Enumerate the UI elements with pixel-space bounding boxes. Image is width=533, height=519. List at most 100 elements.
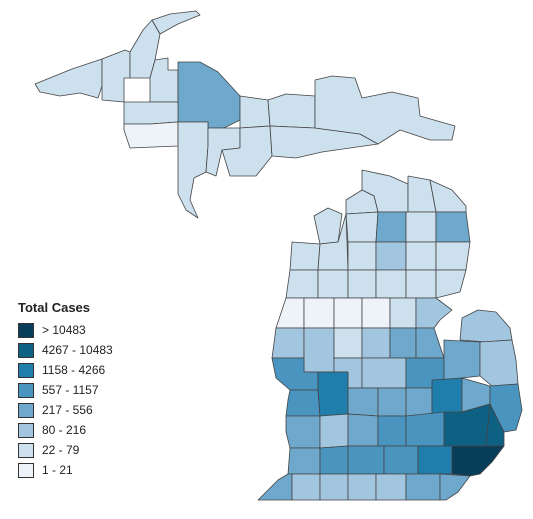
county-midland[interactable] bbox=[389, 327, 417, 359]
legend-swatch bbox=[18, 442, 34, 458]
county-houghton[interactable] bbox=[129, 19, 161, 79]
legend-label: 4267 - 10483 bbox=[42, 343, 113, 357]
county-barry[interactable] bbox=[319, 413, 349, 449]
county-gratiot[interactable] bbox=[361, 357, 407, 389]
county-eaton[interactable] bbox=[347, 413, 379, 447]
county-sanilac[interactable] bbox=[479, 339, 519, 387]
county-clare[interactable] bbox=[361, 297, 391, 329]
county-cass[interactable] bbox=[291, 473, 321, 501]
county-calhoun[interactable] bbox=[347, 445, 385, 475]
legend-swatch bbox=[18, 342, 34, 358]
legend-swatch bbox=[18, 402, 34, 418]
county-arenac[interactable] bbox=[415, 297, 453, 329]
legend-item: 1 - 21 bbox=[18, 461, 113, 479]
county-benzie[interactable] bbox=[289, 241, 321, 271]
legend-swatch bbox=[18, 462, 34, 478]
county-menominee[interactable] bbox=[177, 121, 209, 219]
legend-label: > 10483 bbox=[42, 323, 86, 337]
legend-item: 1158 - 4266 bbox=[18, 361, 113, 379]
county-berrien[interactable] bbox=[257, 473, 293, 501]
county-kalkaska[interactable] bbox=[347, 241, 377, 271]
county-crawford[interactable] bbox=[375, 241, 407, 271]
county-mecosta[interactable] bbox=[333, 327, 363, 359]
county-gogebic[interactable] bbox=[34, 58, 103, 99]
county-ionia[interactable] bbox=[347, 387, 379, 417]
legend-title: Total Cases bbox=[18, 300, 91, 315]
county-missaukee[interactable] bbox=[347, 269, 377, 299]
county-jackson[interactable] bbox=[383, 445, 419, 475]
county-hillsdale[interactable] bbox=[375, 473, 407, 501]
county-ottawa[interactable] bbox=[285, 389, 321, 417]
county-iosco[interactable] bbox=[435, 269, 467, 299]
legend-label: 557 - 1157 bbox=[42, 383, 99, 397]
county-oceana[interactable] bbox=[271, 327, 305, 359]
county-marquette[interactable] bbox=[177, 61, 241, 129]
county-montmorency[interactable] bbox=[405, 211, 437, 243]
county-grand-traverse[interactable] bbox=[317, 213, 349, 271]
county-kalamazoo[interactable] bbox=[319, 445, 349, 475]
upper-peninsula bbox=[34, 10, 456, 219]
legend-label: 80 - 216 bbox=[42, 423, 87, 437]
county-leelanau[interactable] bbox=[313, 207, 343, 245]
county-bay[interactable] bbox=[415, 327, 445, 359]
county-otsego[interactable] bbox=[375, 211, 407, 243]
legend-swatch bbox=[18, 362, 34, 378]
county-huron[interactable] bbox=[459, 309, 513, 343]
map-legend: Total Cases > 10483 4267 - 10483 1158 - 42… bbox=[18, 300, 113, 481]
legend-label: 1158 - 4266 bbox=[42, 363, 106, 377]
county-ingham[interactable] bbox=[377, 415, 407, 447]
county-livingston[interactable] bbox=[405, 411, 445, 447]
county-roscommon[interactable] bbox=[375, 269, 407, 299]
county-antrim[interactable] bbox=[345, 211, 379, 243]
county-alpena[interactable] bbox=[435, 211, 471, 243]
county-lake[interactable] bbox=[303, 297, 335, 329]
county-isabella[interactable] bbox=[361, 327, 391, 359]
county-luce[interactable] bbox=[267, 93, 316, 129]
county-charlevoix[interactable] bbox=[345, 189, 379, 215]
county-ogemaw[interactable] bbox=[405, 269, 437, 299]
county-alger[interactable] bbox=[239, 95, 271, 129]
legend-items: > 10483 4267 - 10483 1158 - 4266 557 - 1157… bbox=[18, 321, 113, 479]
county-wexford[interactable] bbox=[317, 269, 349, 299]
county-tuscola[interactable] bbox=[443, 339, 481, 381]
county-branch[interactable] bbox=[347, 473, 377, 501]
county-gladwin[interactable] bbox=[389, 297, 417, 329]
county-presque-isle[interactable] bbox=[429, 179, 467, 213]
county-st-joseph[interactable] bbox=[319, 473, 349, 501]
legend-swatch bbox=[18, 422, 34, 438]
county-kent[interactable] bbox=[317, 371, 349, 417]
county-alcona[interactable] bbox=[435, 241, 471, 271]
legend-item: 217 - 556 bbox=[18, 401, 113, 419]
county-wayne[interactable] bbox=[451, 445, 505, 477]
county-shiawassee[interactable] bbox=[405, 387, 433, 417]
legend-item: 22 - 79 bbox=[18, 441, 113, 459]
county-iron[interactable] bbox=[123, 101, 179, 125]
county-allegan[interactable] bbox=[285, 415, 321, 449]
legend-swatch bbox=[18, 382, 34, 398]
county-clinton[interactable] bbox=[377, 387, 407, 417]
county-manistee[interactable] bbox=[285, 269, 319, 299]
county-lenawee[interactable] bbox=[405, 473, 441, 501]
legend-label: 22 - 79 bbox=[42, 443, 80, 457]
legend-label: 1 - 21 bbox=[42, 463, 73, 477]
county-keweenaw[interactable] bbox=[151, 10, 201, 35]
county-ontonagon[interactable] bbox=[101, 49, 131, 103]
lower-peninsula bbox=[257, 169, 523, 501]
county-newaygo[interactable] bbox=[303, 327, 335, 373]
county-mason[interactable] bbox=[275, 297, 305, 329]
county-baraga[interactable] bbox=[149, 57, 179, 103]
county-osceola[interactable] bbox=[333, 297, 363, 329]
county-washtenaw[interactable] bbox=[417, 445, 453, 475]
county-dickinson[interactable] bbox=[123, 121, 179, 149]
legend-swatch bbox=[18, 322, 34, 338]
county-chippewa[interactable] bbox=[314, 75, 456, 145]
legend-label: 217 - 556 bbox=[42, 403, 93, 417]
county-monroe[interactable] bbox=[439, 473, 471, 501]
legend-item: 80 - 216 bbox=[18, 421, 113, 439]
legend-item: 4267 - 10483 bbox=[18, 341, 113, 359]
legend-item: 557 - 1157 bbox=[18, 381, 113, 399]
county-oscoda[interactable] bbox=[405, 241, 437, 271]
county-van-buren[interactable] bbox=[287, 447, 321, 475]
county-genesee[interactable] bbox=[431, 377, 463, 417]
